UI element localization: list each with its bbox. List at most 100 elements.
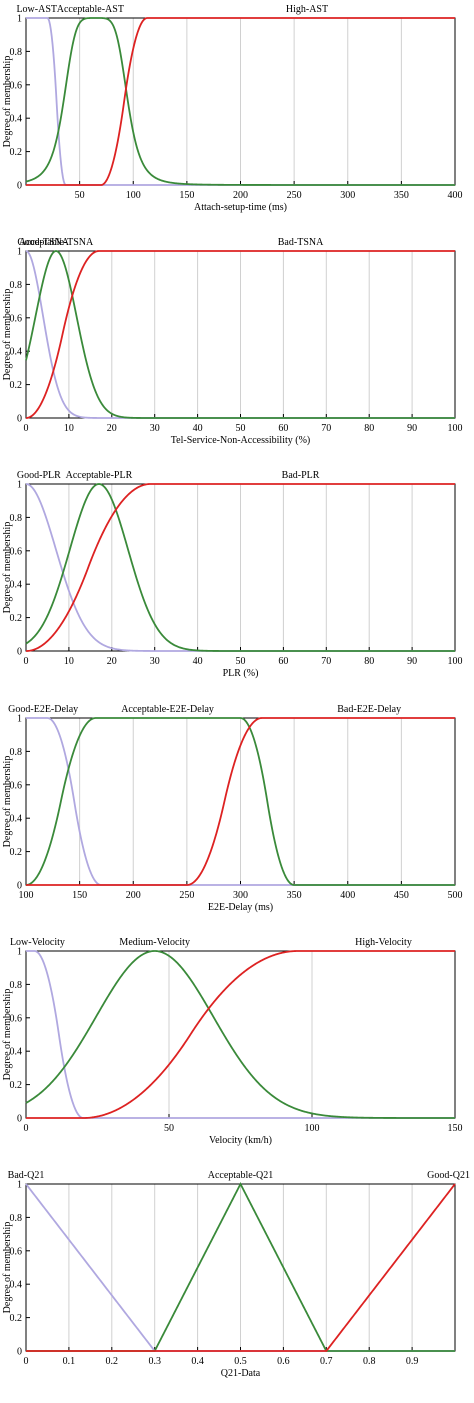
chart-panel-3: 0 10 20 30 40 50 60 70 80 90 100 0 0.2 0.4 0.6 0.8 1 PLR … [2,470,463,679]
y-tick-label: 1 [17,247,22,258]
y-tick-label: 1 [17,1180,22,1191]
y-tick-label: 0.2 [10,1080,23,1091]
series-name-label: Acceptable-TSNA [19,237,94,248]
x-tick-label: 80 [364,423,374,434]
x-tick-label: 60 [278,423,288,434]
x-tick-label: 70 [321,423,331,434]
x-axis-label: PLR (%) [223,668,259,679]
y-tick-label: 0.6 [10,1013,23,1024]
y-tick-label: 0 [17,1114,22,1125]
x-tick-label: 0 [24,423,29,434]
x-tick-label: 150 [179,190,194,201]
y-tick-label: 0.8 [10,747,23,758]
y-tick-label: 1 [17,14,22,25]
x-tick-label: 0.6 [277,1356,290,1367]
y-tick-label: 0 [17,414,22,425]
x-tick-label: 0 [24,1123,29,1134]
x-tick-label: 500 [448,890,463,901]
series-line-1 [26,950,455,1119]
y-tick-label: 0.2 [10,613,23,624]
series-name-label: Acceptable-Q21 [208,1170,274,1181]
x-tick-label: 0.2 [106,1356,119,1367]
x-tick-label: 350 [287,890,302,901]
y-tick-label: 0.8 [10,280,23,291]
series-name-label: High-Velocity [355,937,412,948]
y-tick-label: 1 [17,947,22,958]
y-tick-label: 0.4 [10,114,23,125]
y-tick-label: 0.8 [10,47,23,58]
y-tick-label: 0.4 [10,1047,23,1058]
series-line-3 [26,17,455,186]
series-name-label: Good-TSNA [17,237,69,248]
series-name-label: Bad-Q21 [8,1170,45,1181]
y-tick-label: 0.2 [10,847,23,858]
x-tick-label: 40 [193,656,203,667]
y-tick-label: 1 [17,714,22,725]
x-tick-label: 0.5 [234,1356,247,1367]
x-tick-label: 0 [24,1356,29,1367]
series-name-label: Low-AST [16,4,57,15]
series-name-label: High-AST [286,4,328,15]
x-tick-label: 200 [126,890,141,901]
x-tick-label: 300 [233,890,248,901]
x-tick-label: 0.8 [363,1356,376,1367]
y-tick-label: 0.6 [10,780,23,791]
chart-panel-6: 0 0.1 0.2 0.3 0.4 0.5 0.6 0.7 0.8 0.9 0 0.2 0.4 0.6 0.… [2,1170,470,1379]
y-tick-label: 0.8 [10,980,23,991]
x-tick-label: 0 [24,656,29,667]
chart-panel-4: 100 150 200 250 300 350 400 450 500 0 0.2 0.4 0.6 0.8… [2,704,463,913]
y-axis-label: Degree of membership [2,989,13,1081]
x-axis-label: Attach-setup-time (ms) [194,202,287,213]
x-axis-label: Velocity (km/h) [209,1135,272,1146]
x-tick-label: 400 [340,890,355,901]
y-tick-label: 0.6 [10,546,23,557]
y-tick-label: 0.6 [10,80,23,91]
series-name-label: Good-Q21 [427,1170,470,1181]
y-axis-label: Degree of membership [2,1222,13,1314]
x-tick-label: 100 [19,890,34,901]
x-tick-label: 0.9 [406,1356,419,1367]
axes-frame [25,950,456,1119]
y-tick-label: 0.6 [10,1246,23,1257]
series-line-3 [26,1183,456,1352]
x-tick-label: 20 [107,656,117,667]
x-tick-label: 30 [150,423,160,434]
x-tick-label: 0.4 [191,1356,204,1367]
y-tick-label: 0.8 [10,513,23,524]
x-axis-label: Tel-Service-Non-Accessibility (%) [171,435,311,446]
y-tick-label: 0.2 [10,147,23,158]
series-name-label: Acceptable-AST [57,4,124,15]
y-tick-label: 0 [17,647,22,658]
y-tick-label: 0 [17,181,22,192]
y-tick-label: 0.2 [10,1313,23,1324]
series-name-label: Acceptable-PLR [66,470,133,481]
x-tick-label: 50 [75,190,85,201]
series-line-3 [26,717,455,886]
y-tick-label: 1 [17,480,22,491]
x-tick-label: 60 [278,656,288,667]
series-line-2 [25,17,455,186]
y-tick-label: 0.4 [10,814,23,825]
x-tick-label: 20 [107,423,117,434]
series-line-3 [25,250,455,419]
series-line-2 [25,950,455,1119]
series-name-label: Acceptable-E2E-Delay [121,704,214,715]
x-tick-label: 100 [126,190,141,201]
x-tick-label: 100 [448,423,463,434]
x-tick-label: 50 [164,1123,174,1134]
series-line-2 [25,483,455,652]
x-tick-label: 10 [64,423,74,434]
series-line-3 [26,950,455,1119]
x-tick-label: 90 [407,423,417,434]
series-name-label: Bad-PLR [282,470,320,481]
y-axis-label: Degree of membership [2,756,13,848]
y-tick-label: 0.4 [10,347,23,358]
y-axis-label: Degree of membership [2,522,13,614]
x-tick-label: 200 [233,190,248,201]
x-tick-label: 40 [193,423,203,434]
x-tick-label: 70 [321,656,331,667]
y-tick-label: 0.8 [10,1213,23,1224]
y-axis-label: Degree of membership [2,289,13,381]
series-line-3 [25,483,455,652]
